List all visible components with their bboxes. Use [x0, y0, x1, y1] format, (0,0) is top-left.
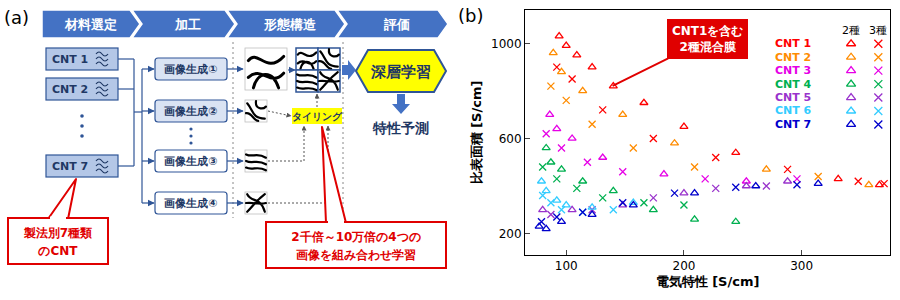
svg-text:CNT 1: CNT 1 — [775, 37, 811, 50]
svg-text:CNT 4: CNT 4 — [775, 78, 812, 91]
svg-text:(b): (b) — [458, 5, 483, 26]
svg-text:評価: 評価 — [383, 17, 410, 32]
svg-text:画像生成①: 画像生成① — [164, 63, 217, 76]
svg-text:画像生成②: 画像生成② — [164, 105, 217, 118]
svg-text:CNT 2: CNT 2 — [52, 83, 88, 96]
svg-text:(a): (a) — [4, 7, 29, 28]
svg-text:2種: 2種 — [842, 24, 860, 37]
svg-text:加工: 加工 — [174, 17, 201, 32]
svg-text:材料選定: 材料選定 — [64, 17, 117, 32]
svg-text:製法別7種類: 製法別7種類 — [23, 226, 92, 240]
svg-text:のCNT: のCNT — [38, 244, 78, 258]
svg-text:2千倍～10万倍の4つの: 2千倍～10万倍の4つの — [291, 230, 420, 244]
svg-text:画像生成④: 画像生成④ — [164, 197, 217, 210]
svg-text:形態構造: 形態構造 — [263, 17, 317, 32]
svg-text:CNT 5: CNT 5 — [775, 91, 811, 104]
svg-text:比表面積 [S/cm]: 比表面積 [S/cm] — [469, 81, 484, 185]
svg-text:100: 100 — [555, 259, 578, 273]
svg-text:画像を組み合わせ学習: 画像を組み合わせ学習 — [296, 248, 416, 262]
svg-text:CNT 2: CNT 2 — [775, 51, 811, 64]
svg-text:タイリング: タイリング — [292, 111, 343, 122]
svg-text:1000: 1000 — [491, 37, 522, 51]
svg-text:200: 200 — [672, 259, 695, 273]
svg-text:CNT 3: CNT 3 — [775, 64, 811, 77]
svg-text:電気特性 [S/cm]: 電気特性 [S/cm] — [656, 274, 760, 289]
svg-text:3種: 3種 — [869, 24, 887, 37]
svg-text:深層学習: 深層学習 — [370, 63, 431, 81]
svg-text:CNT 1: CNT 1 — [52, 53, 88, 66]
svg-text:CNT 7: CNT 7 — [775, 118, 811, 131]
svg-text:CNT1を含む2種混合膜: CNT1を含む2種混合膜 — [672, 24, 743, 54]
svg-text:CNT 7: CNT 7 — [52, 160, 88, 173]
svg-text:600: 600 — [499, 132, 522, 146]
svg-text:特性予測: 特性予測 — [372, 120, 429, 136]
svg-text:画像生成③: 画像生成③ — [164, 155, 217, 168]
svg-text:300: 300 — [790, 259, 813, 273]
svg-text:200: 200 — [499, 227, 522, 241]
svg-text:CNT 6: CNT 6 — [775, 104, 812, 117]
